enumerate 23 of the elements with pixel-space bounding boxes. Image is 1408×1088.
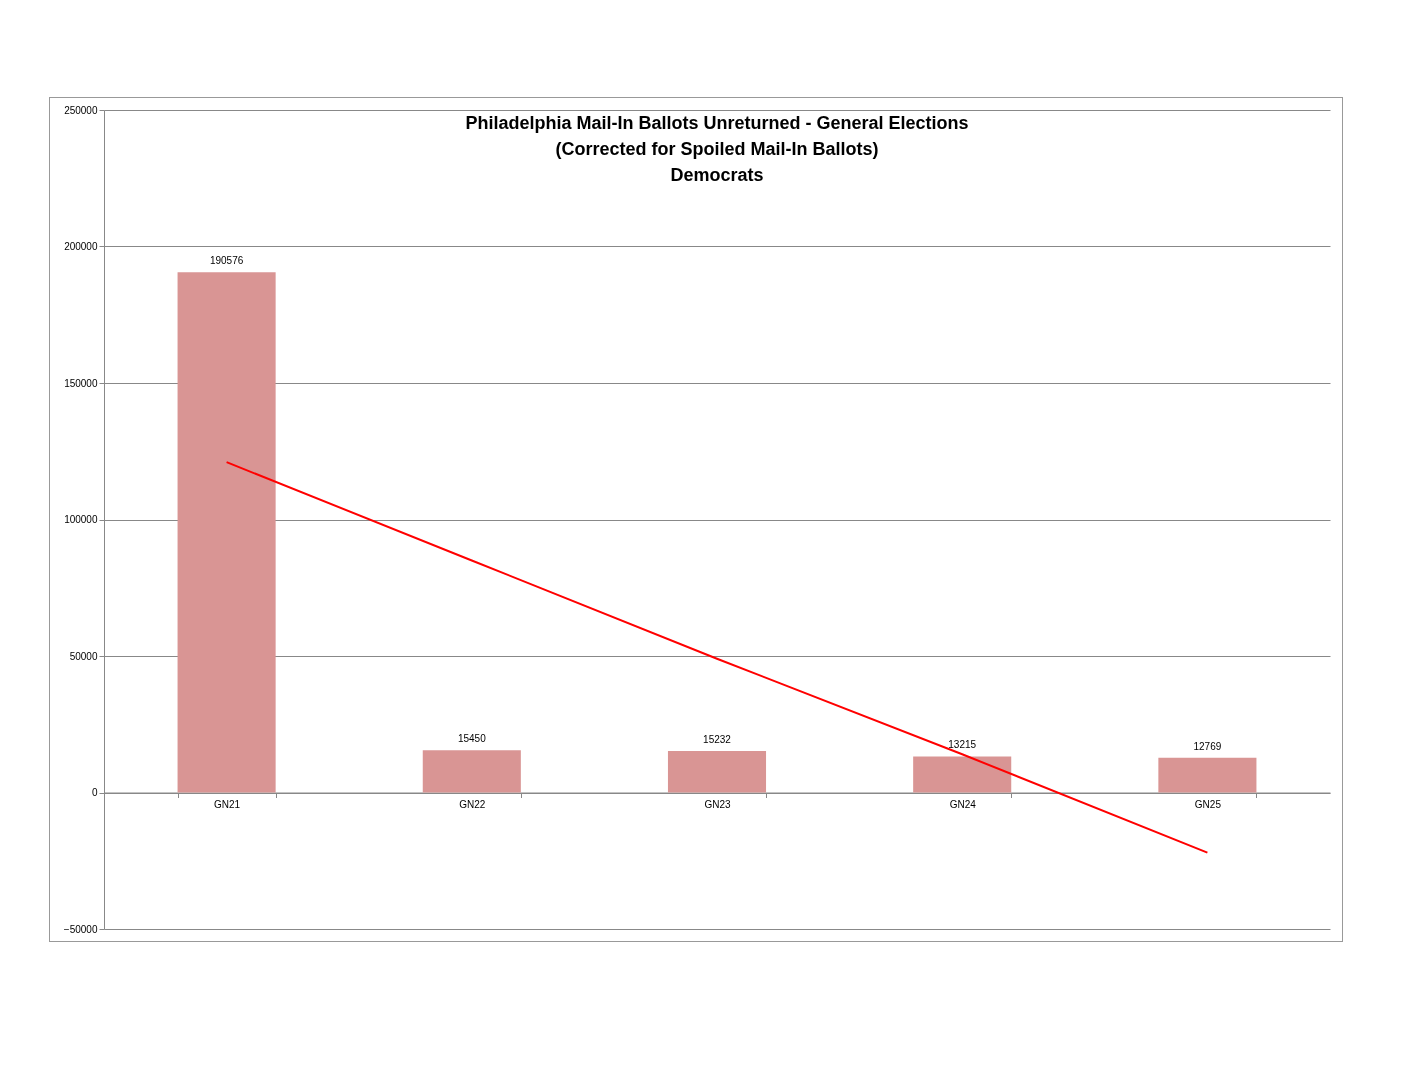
y-tick-label: 250000	[64, 104, 98, 116]
bar	[177, 272, 276, 793]
y-tick-label: 50000	[69, 650, 98, 662]
x-tick-label: GN24	[949, 799, 977, 810]
x-tick-label: GN22	[459, 799, 486, 810]
bar	[422, 750, 521, 793]
data-label: 15232	[703, 733, 732, 745]
x-tick-label: GN25	[1194, 799, 1222, 810]
data-label: 190576	[209, 255, 244, 267]
y-tick-label: 100000	[64, 514, 98, 525]
y-tick-label: 0	[91, 787, 98, 798]
data-label: 15450	[457, 733, 487, 745]
x-tick-label: GN23	[704, 799, 731, 810]
bar	[913, 756, 1012, 793]
bar	[1158, 757, 1257, 793]
text: Philadelphia Mail-In Ballots Unreturned - General Elections (Corrected for Spoiled Mail-In Ballots) Democrats	[465, 113, 969, 185]
y-tick-label: 150000	[64, 377, 98, 389]
y-tick-label: 200000	[64, 241, 98, 252]
y-tick-label: −50000	[63, 923, 98, 935]
data-label: 12769	[1193, 740, 1222, 752]
x-tick-label: GN21	[214, 799, 241, 810]
bar	[667, 750, 767, 793]
data-label: 13215	[948, 739, 977, 751]
